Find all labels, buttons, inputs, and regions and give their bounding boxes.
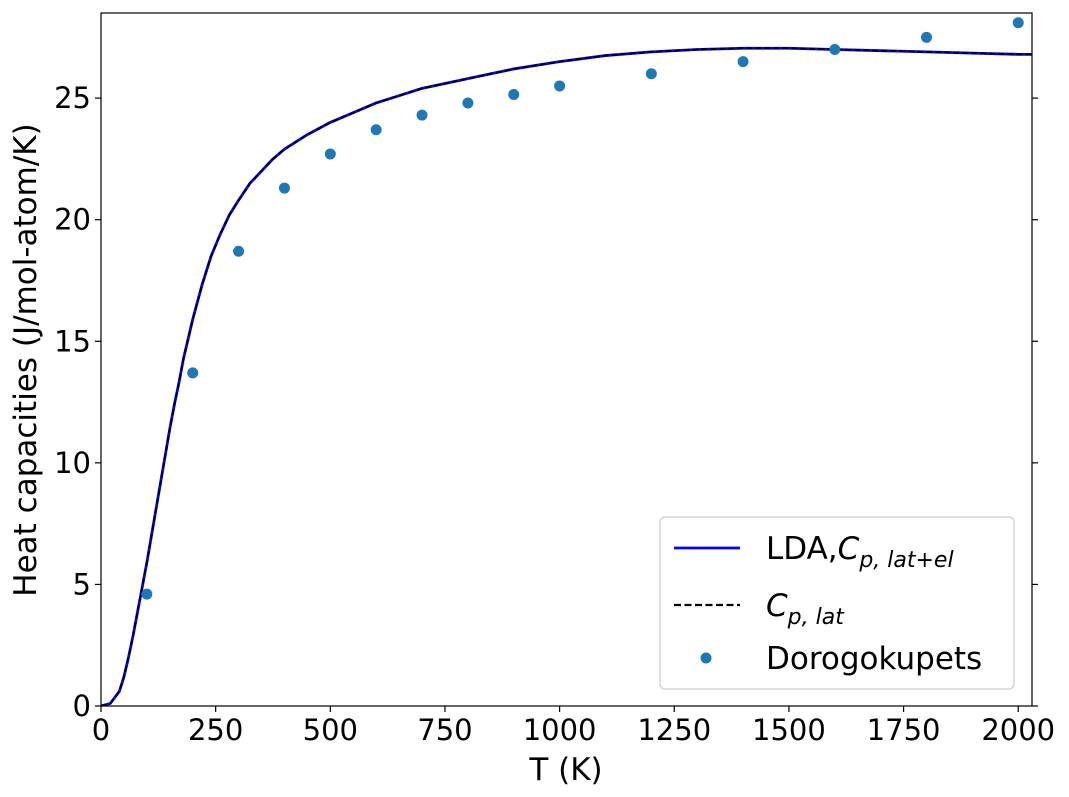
legend-box [659,516,1015,690]
x-axis-label: T (K) [528,752,602,788]
data-point-dorogokupets-9 [554,80,566,92]
x-tick-label-4: 1000 [523,713,597,747]
y-tick-label-3: 15 [54,324,91,358]
data-point-dorogokupets-2 [233,245,245,257]
series-line-1 [101,47,1032,706]
data-point-dorogokupets-12 [829,43,841,55]
data-point-dorogokupets-3 [278,182,290,194]
plot-frame [100,12,1033,707]
x-tick-label-3: 750 [417,713,472,747]
data-point-dorogokupets-13 [921,31,933,43]
x-tick-label-1: 250 [188,713,243,747]
y-tick-label-0: 0 [73,689,91,723]
y-tick-label-4: 20 [54,203,91,237]
x-tick-label-2: 500 [303,713,358,747]
data-marks [101,17,1032,706]
x-tick-label-5: 1250 [637,713,711,747]
x-tick-label-6: 1500 [752,713,826,747]
data-point-dorogokupets-5 [370,124,382,136]
y-tick-label-5: 25 [54,81,91,115]
x-tick-label-8: 2000 [981,713,1055,747]
data-point-dorogokupets-1 [187,367,199,379]
x-tick-label-0: 0 [92,713,110,747]
data-point-dorogokupets-0 [141,588,153,600]
data-point-dorogokupets-7 [462,97,474,109]
y-axis-label: Heat capacities (J/mol-atom/K) [8,123,44,596]
axes: 0 250 500 750 1000 1250 1500 1750 2000 0 5 10 15 20 25 [54,12,1055,747]
data-point-dorogokupets-14 [1012,17,1024,29]
data-point-dorogokupets-8 [508,88,520,100]
data-point-dorogokupets-6 [416,109,428,121]
y-tick-label-2: 10 [54,446,91,480]
data-point-dorogokupets-10 [645,68,657,80]
x-tick-label-7: 1750 [867,713,941,747]
data-point-dorogokupets-11 [737,56,749,68]
legend-label-2: Dorogokupets [766,641,982,677]
legend-label-0: LDA,Cp, lat+el [766,531,954,573]
y-tick-label-1: 5 [73,567,91,601]
legend-marker-2 [700,652,712,664]
legend: LDA,Cp, lat+el Cp, lat Dorogokupets [659,516,1015,690]
data-point-dorogokupets-4 [324,148,336,160]
legend-label-1: Cp, lat [766,588,845,630]
